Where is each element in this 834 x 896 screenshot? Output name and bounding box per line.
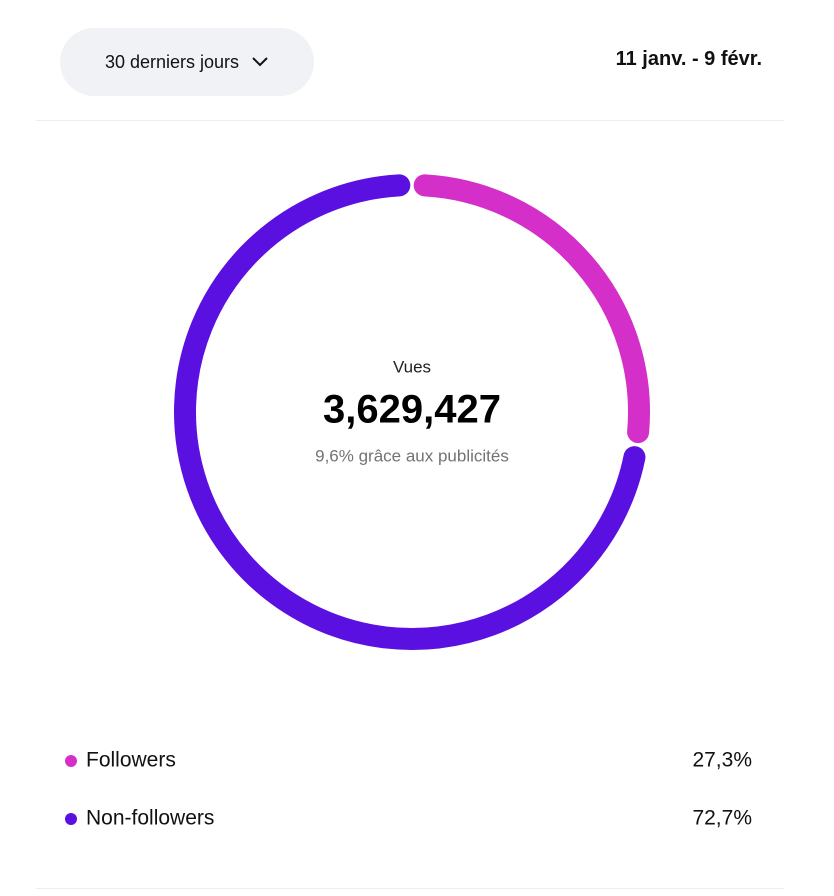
legend-dot <box>65 813 77 825</box>
legend-label: Followers <box>86 749 176 772</box>
donut-segment <box>174 174 646 650</box>
center-value: 3,629,427 <box>323 388 501 432</box>
donut-segment <box>413 174 650 444</box>
legend-dot <box>65 755 77 767</box>
center-label: Vues <box>393 357 431 376</box>
date-range: 11 janv. - 9 févr. <box>615 48 762 70</box>
legend-value: 27,3% <box>692 749 752 772</box>
period-label: 30 derniers jours <box>104 51 240 72</box>
period-selector[interactable]: 30 derniers jours <box>60 28 314 96</box>
divider <box>36 888 784 889</box>
legend-label: Non-followers <box>86 807 214 830</box>
divider <box>36 120 784 121</box>
legend-value: 72,7% <box>692 807 752 830</box>
center-note: 9,6% grâce aux publicités <box>315 446 509 465</box>
chevron <box>252 57 268 67</box>
